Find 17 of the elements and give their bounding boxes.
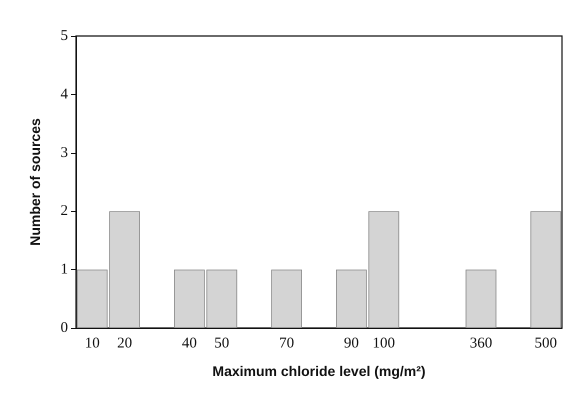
x-axis-title: Maximum chloride level (mg/m²) [212,363,426,379]
x-tick-label: 360 [470,336,492,352]
y-tick-label: 5 [60,28,68,44]
x-tick-label: 20 [117,336,132,352]
y-tick-label: 3 [60,144,68,161]
x-tick-label: 70 [279,336,294,352]
x-tick-label: 90 [344,336,359,352]
y-tick-label: 1 [60,262,68,278]
x-tick-label: 100 [372,336,396,352]
x-tick-label: 50 [214,336,230,352]
y-tick-label: 4 [60,86,68,102]
x-tick-label: 500 [534,336,558,352]
y-axis-title: Number of sources [27,118,43,246]
y-tick-label: 2 [60,203,68,220]
y-tick-label: 0 [60,320,68,336]
x-tick-label: 10 [84,336,100,352]
x-tick-label: 40 [182,336,197,352]
